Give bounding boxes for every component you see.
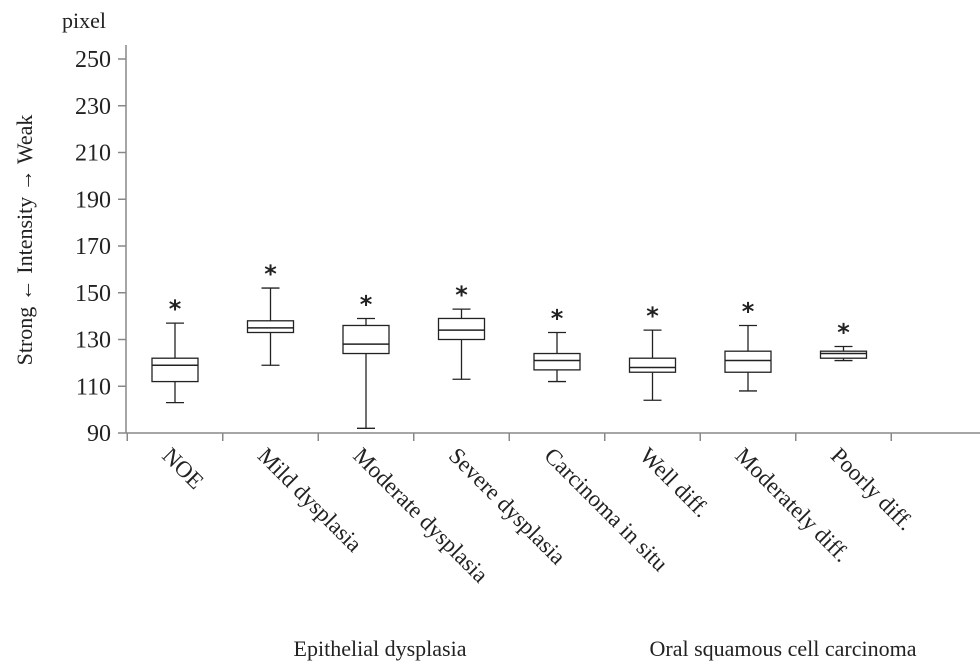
y-tick-label: 250 bbox=[75, 47, 111, 73]
iqr-box bbox=[628, 357, 677, 373]
y-tick-label: 170 bbox=[75, 234, 111, 260]
iqr-box bbox=[724, 350, 772, 373]
y-tick-label: 110 bbox=[76, 374, 111, 400]
significance-star: * bbox=[169, 295, 182, 323]
category-label: Well diff. bbox=[635, 443, 714, 522]
box-1 bbox=[246, 287, 295, 366]
group-label-epithelial-dysplasia: Epithelial dysplasia bbox=[294, 636, 467, 661]
box-2 bbox=[342, 317, 390, 429]
category-label: Poorly diff. bbox=[826, 443, 918, 535]
y-axis-title: Strong ← Intensity → Weak bbox=[12, 115, 37, 366]
y-tick-label: 190 bbox=[75, 187, 111, 213]
box-6 bbox=[724, 324, 772, 392]
box-3 bbox=[437, 308, 486, 380]
significance-star: * bbox=[551, 304, 564, 332]
y-tick-label: 130 bbox=[75, 328, 111, 354]
iqr-box bbox=[533, 352, 581, 371]
box-5 bbox=[628, 329, 677, 401]
significance-star: * bbox=[455, 281, 468, 309]
box-4 bbox=[533, 331, 581, 383]
significance-star: * bbox=[646, 302, 659, 330]
significance-star: * bbox=[837, 319, 850, 347]
box-7 bbox=[819, 345, 868, 362]
iqr-box bbox=[151, 357, 199, 383]
significance-star: * bbox=[360, 290, 373, 318]
iqr-box bbox=[819, 350, 868, 359]
significance-star: * bbox=[742, 297, 755, 325]
significance-star: * bbox=[264, 260, 277, 288]
y-tick-label: 90 bbox=[87, 421, 111, 447]
iqr-box bbox=[437, 317, 486, 341]
y-tick-label: 210 bbox=[75, 141, 111, 167]
y-tick-label: 150 bbox=[75, 281, 111, 307]
iqr-box bbox=[342, 324, 390, 355]
iqr-box bbox=[246, 320, 295, 334]
box-0 bbox=[151, 322, 199, 404]
group-label-oscc: Oral squamous cell carcinoma bbox=[650, 636, 917, 661]
category-label: NOE bbox=[157, 443, 208, 494]
y-tick-label: 230 bbox=[75, 94, 111, 120]
y-unit-label: pixel bbox=[62, 8, 106, 33]
